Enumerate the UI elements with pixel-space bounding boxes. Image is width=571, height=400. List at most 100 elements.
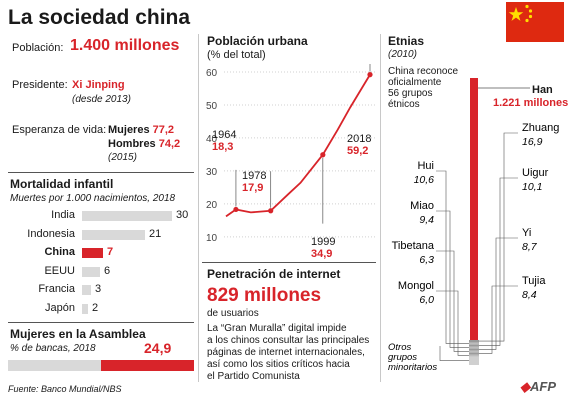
etnia-name-yi: Yi [522, 227, 531, 239]
etnias-year: (2010) [388, 49, 417, 60]
etnias-note-line: China reconoce [388, 66, 459, 77]
poblacion-value: 1.400 millones [70, 37, 180, 54]
internet-desc-line: a los chinos consultar las principales [207, 335, 370, 346]
bar-value-india: 30 [176, 209, 189, 221]
han-label: Han [532, 84, 553, 96]
internet-description: La “Gran Muralla” digital impide a los ch… [207, 323, 369, 383]
etnia-name-tibetana: Tibetana [392, 240, 435, 252]
bar-japón [82, 303, 88, 314]
ytick-20: 20 [206, 200, 218, 211]
etnia-value-yi: 8,7 [522, 241, 538, 253]
poblacion-label: Población: [12, 42, 64, 54]
presidente-since: (desde 2013) [72, 94, 131, 105]
ytick-60: 60 [206, 68, 218, 79]
internet-value: 829 millones [207, 285, 322, 306]
source-note: Fuente: Banco Mundial/NBS [8, 384, 122, 394]
urbana-point-1999 [320, 152, 326, 158]
urbana-point-2018 [367, 72, 373, 78]
esperanza-year: (2015) [108, 152, 137, 163]
ytick-50: 50 [206, 101, 218, 112]
urbana-ann-value-1978: 17,9 [242, 182, 263, 194]
afp-logo: ◆AFP [520, 379, 556, 394]
etnia-name-miao: Miao [410, 200, 434, 212]
minority-segment [469, 356, 479, 365]
mujeres-value: 77,2 [152, 124, 175, 136]
bar-value-china: 7 [107, 246, 114, 258]
etnias-note-line: étnicos [388, 99, 420, 110]
mortalidad-bar-chart: India 30 Indonesia 21 China 7 EEUU 6 Francia 3 Jap… [10, 209, 196, 319]
leader-mongol [436, 290, 469, 356]
internet-desc-line: páginas de internet internacionales, [207, 347, 365, 358]
leader-hui [436, 170, 469, 344]
bar-label-india: India [51, 209, 75, 221]
etnias-title: Etnias [388, 34, 425, 48]
asamblea-subtitle: % de bancas, 2018 [10, 343, 96, 354]
etnias-note-line: oficialmente [388, 77, 442, 88]
etnia-value-zhuang: 16,9 [522, 136, 543, 148]
esperanza-label: Esperanza de vida: [12, 124, 107, 136]
han-value: 1.221 millones [493, 97, 569, 109]
urbana-ann-value-1964: 18,3 [212, 141, 233, 153]
leader-tibetana [436, 250, 469, 352]
bar-label-japón: Japón [45, 301, 75, 314]
etnia-value-mongol: 6,0 [419, 294, 434, 306]
urbana-ann-year-1978: 1978 [242, 170, 266, 182]
urbana-ann-year-1964: 1964 [212, 129, 236, 141]
bar-value-indonesia: 21 [149, 227, 162, 240]
bar-label-indonesia: Indonesia [27, 227, 75, 240]
mortalidad-title: Mortalidad infantil [10, 177, 114, 191]
otros-label-line: grupos [388, 352, 417, 363]
etnia-value-tujia: 8,4 [522, 289, 537, 301]
urbana-point-1964 [233, 206, 239, 213]
asamblea-title: Mujeres en la Asamblea [10, 327, 146, 341]
etnia-value-tibetana: 6,3 [419, 254, 434, 266]
bar-label-china: China [44, 246, 75, 258]
internet-unit: de usuarios [207, 308, 259, 319]
asamblea-track [8, 360, 194, 371]
etnia-name-tujia: Tujia [522, 275, 546, 287]
mortalidad-subtitle: Muertes por 1.000 nacimientos, 2018 [10, 193, 176, 204]
urbana-subtitle: (% del total) [207, 49, 266, 61]
minority-segment [469, 340, 479, 343]
bar-label-eeuu: EEUU [44, 264, 75, 277]
etnia-value-uigur: 10,1 [522, 181, 542, 193]
minority-segment [469, 354, 479, 357]
etnia-name-zhuang: Zhuang [522, 122, 559, 134]
leader-yi [479, 237, 518, 350]
urbana-series-line [225, 74, 371, 218]
etnia-value-hui: 10,6 [414, 174, 435, 186]
urbana-point-1978 [268, 208, 274, 214]
hombres-label: Hombres [108, 138, 156, 150]
etnias-note-line: 56 grupos [388, 88, 433, 99]
etnia-value-miao: 9,4 [419, 214, 434, 226]
minority-segment [469, 350, 479, 353]
bar-indonesia [82, 229, 145, 240]
urbana-title: Población urbana [207, 34, 308, 48]
bar-value-eeuu: 6 [104, 264, 111, 277]
asamblea-fill [101, 360, 194, 371]
bar-label-francia: Francia [38, 283, 75, 295]
bar-china [82, 248, 103, 258]
etnia-name-uigur: Uigur [522, 167, 549, 179]
hombres-value: 74,2 [158, 138, 181, 150]
china-flag-icon [506, 2, 564, 42]
leader-otros [439, 346, 469, 361]
ytick-40: 40 [206, 134, 218, 145]
etnia-name-mongol: Mongol [398, 280, 434, 292]
leader-zhuang [479, 132, 518, 342]
presidente-label: Presidente: [12, 79, 68, 91]
urbana-ann-year-1999: 1999 [311, 236, 335, 248]
minority-segment [469, 352, 479, 355]
ytick-10: 10 [206, 233, 218, 244]
minority-segment [469, 344, 479, 347]
otros-label-line: minoritarios [388, 362, 437, 373]
urbana-ann-value-2018: 59,2 [347, 145, 368, 157]
bar-francia [82, 285, 91, 295]
asamblea-value: 24,9 [144, 340, 172, 356]
internet-desc-line: La “Gran Muralla” digital impide [207, 323, 347, 334]
ytick-30: 30 [206, 167, 218, 178]
leader-miao [436, 210, 469, 348]
minority-segment [469, 342, 479, 345]
etnias-note: China reconoce oficialmente 56 grupos étnic… [388, 66, 458, 110]
